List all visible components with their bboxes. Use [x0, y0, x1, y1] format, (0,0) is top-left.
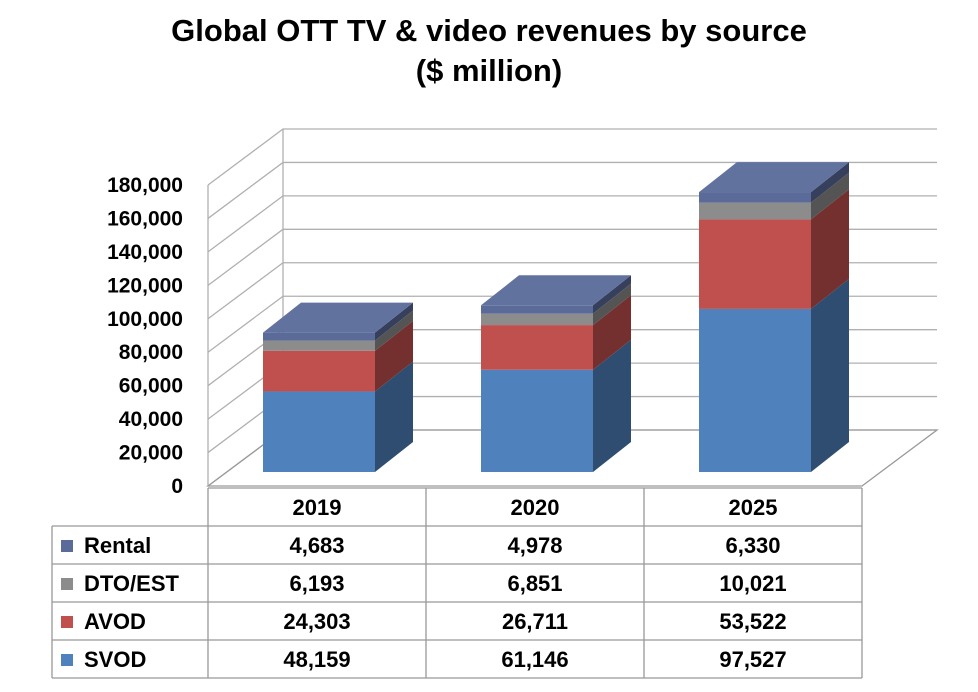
legend-label: SVOD	[84, 647, 146, 672]
bar-svod-2020	[481, 369, 593, 472]
bar-rental-2025	[699, 192, 811, 203]
bar-svod-2025	[699, 308, 811, 472]
bar-side-avod-2025	[811, 189, 849, 309]
bar-top-2020	[481, 275, 631, 306]
table-value: 48,159	[283, 647, 350, 672]
legend-swatch	[61, 654, 73, 666]
table-value: 4,978	[507, 533, 562, 558]
bar-top-2025	[699, 162, 849, 193]
bar-side-svod-2020	[593, 339, 631, 472]
x-category-label: 2019	[293, 495, 342, 520]
bar-side-rental-2025	[811, 162, 849, 203]
y-tick-label: 100,000	[107, 308, 183, 331]
y-tick-label: 120,000	[107, 274, 183, 297]
table-value: 26,711	[502, 609, 568, 634]
bar-dtoest-2025	[699, 202, 811, 220]
table-value: 6,330	[725, 533, 780, 558]
legend-label: AVOD	[84, 609, 146, 634]
bar-dtoest-2019	[263, 340, 375, 351]
table-value: 4,683	[289, 533, 344, 558]
y-tick-label: 80,000	[119, 341, 183, 364]
x-category-label: 2025	[729, 495, 778, 520]
legend-swatch	[61, 616, 73, 628]
table-value: 6,851	[507, 571, 562, 596]
bar-side-avod-2019	[375, 320, 413, 392]
bar-avod-2020	[481, 325, 593, 370]
bar-avod-2025	[699, 219, 811, 309]
table-value: 10,021	[719, 571, 786, 596]
bar-svod-2019	[263, 391, 375, 472]
bar-rental-2020	[481, 305, 593, 314]
y-tick-label: 0	[171, 475, 183, 498]
table-value: 53,522	[719, 609, 786, 634]
bar-side-dtoest-2019	[375, 310, 413, 351]
bar-avod-2019	[263, 350, 375, 392]
y-tick-label: 140,000	[107, 241, 183, 264]
table-value: 6,193	[289, 571, 344, 596]
x-category-label: 2020	[511, 495, 560, 520]
table-value: 97,527	[719, 647, 786, 672]
legend-label: Rental	[84, 533, 151, 558]
legend-swatch	[61, 578, 73, 590]
table-value: 61,146	[501, 647, 568, 672]
legend-swatch	[61, 540, 73, 552]
bar-side-svod-2019	[375, 361, 413, 472]
legend-label: DTO/EST	[84, 571, 180, 596]
chart-subtitle: ($ million)	[415, 53, 563, 88]
bar-side-dtoest-2025	[811, 172, 849, 220]
y-tick-label: 60,000	[119, 375, 183, 398]
bar-top-2019	[263, 302, 413, 333]
y-tick-label: 20,000	[119, 442, 183, 465]
table-value: 24,303	[283, 609, 350, 634]
bar-rental-2019	[263, 332, 375, 341]
chart-floor	[206, 429, 939, 487]
y-tick-label: 40,000	[119, 408, 183, 431]
y-tick-label: 160,000	[107, 207, 183, 230]
bar-dtoest-2020	[481, 313, 593, 326]
chart-title: Global OTT TV & video revenues by source	[171, 13, 807, 48]
bar-side-dtoest-2020	[593, 283, 631, 326]
bar-side-rental-2019	[375, 302, 413, 341]
bar-side-svod-2025	[811, 278, 849, 472]
bar-side-rental-2020	[593, 275, 631, 314]
y-tick-label: 180,000	[107, 174, 183, 197]
bar-side-avod-2020	[593, 295, 631, 370]
